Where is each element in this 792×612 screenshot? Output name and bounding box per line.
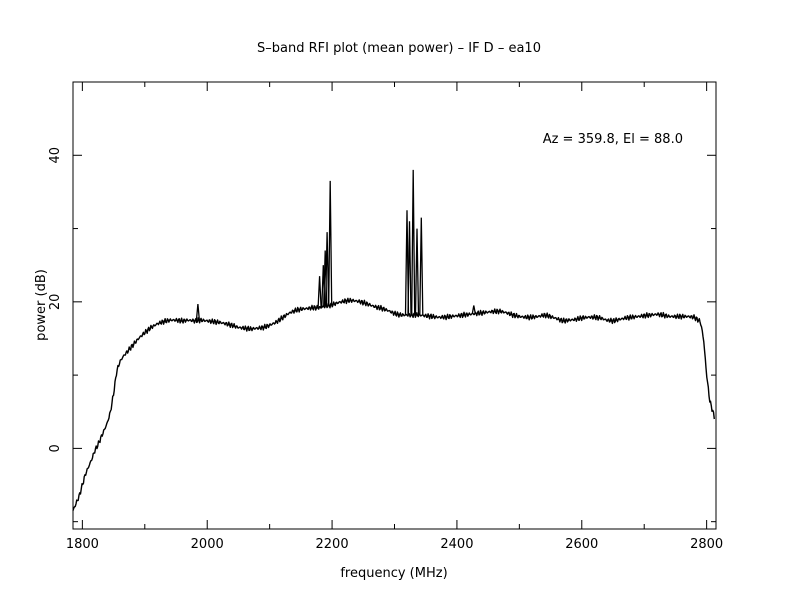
x-tick-label: 2000 [191, 537, 224, 552]
rfi-spike [411, 169, 416, 316]
y-axis-label: power (dB) [34, 269, 49, 341]
y-tick-label: 40 [48, 147, 63, 164]
rfi-spike [317, 276, 322, 308]
y-tick-label: 0 [48, 444, 63, 452]
rfi-spike [414, 228, 420, 316]
chart-title: S–band RFI plot (mean power) – IF D – ea… [257, 41, 541, 56]
x-tick-label: 2800 [690, 537, 723, 552]
rfi-spike [328, 180, 333, 306]
power-series-line [72, 297, 715, 511]
axis-ticks [73, 81, 716, 529]
rfi-spike [471, 305, 476, 314]
y-tick-label: 20 [48, 294, 63, 311]
position-annotation: Az = 359.8, El = 88.0 [543, 132, 683, 147]
rfi-spike [195, 303, 201, 321]
rfi-spike [324, 232, 330, 306]
x-tick-label: 2400 [440, 537, 473, 552]
plot-frame [72, 81, 717, 530]
x-tick-label: 1800 [66, 537, 99, 552]
x-tick-label: 2600 [565, 537, 598, 552]
x-axis-label: frequency (MHz) [340, 566, 447, 581]
x-tick-label: 2200 [316, 537, 349, 552]
rfi-spike [419, 217, 424, 316]
tick-labels: 1800 2000 2200 2400 2600 2800 0 20 40 [48, 147, 723, 552]
rfi-spikes [195, 169, 476, 321]
rfi-spike [407, 221, 412, 316]
